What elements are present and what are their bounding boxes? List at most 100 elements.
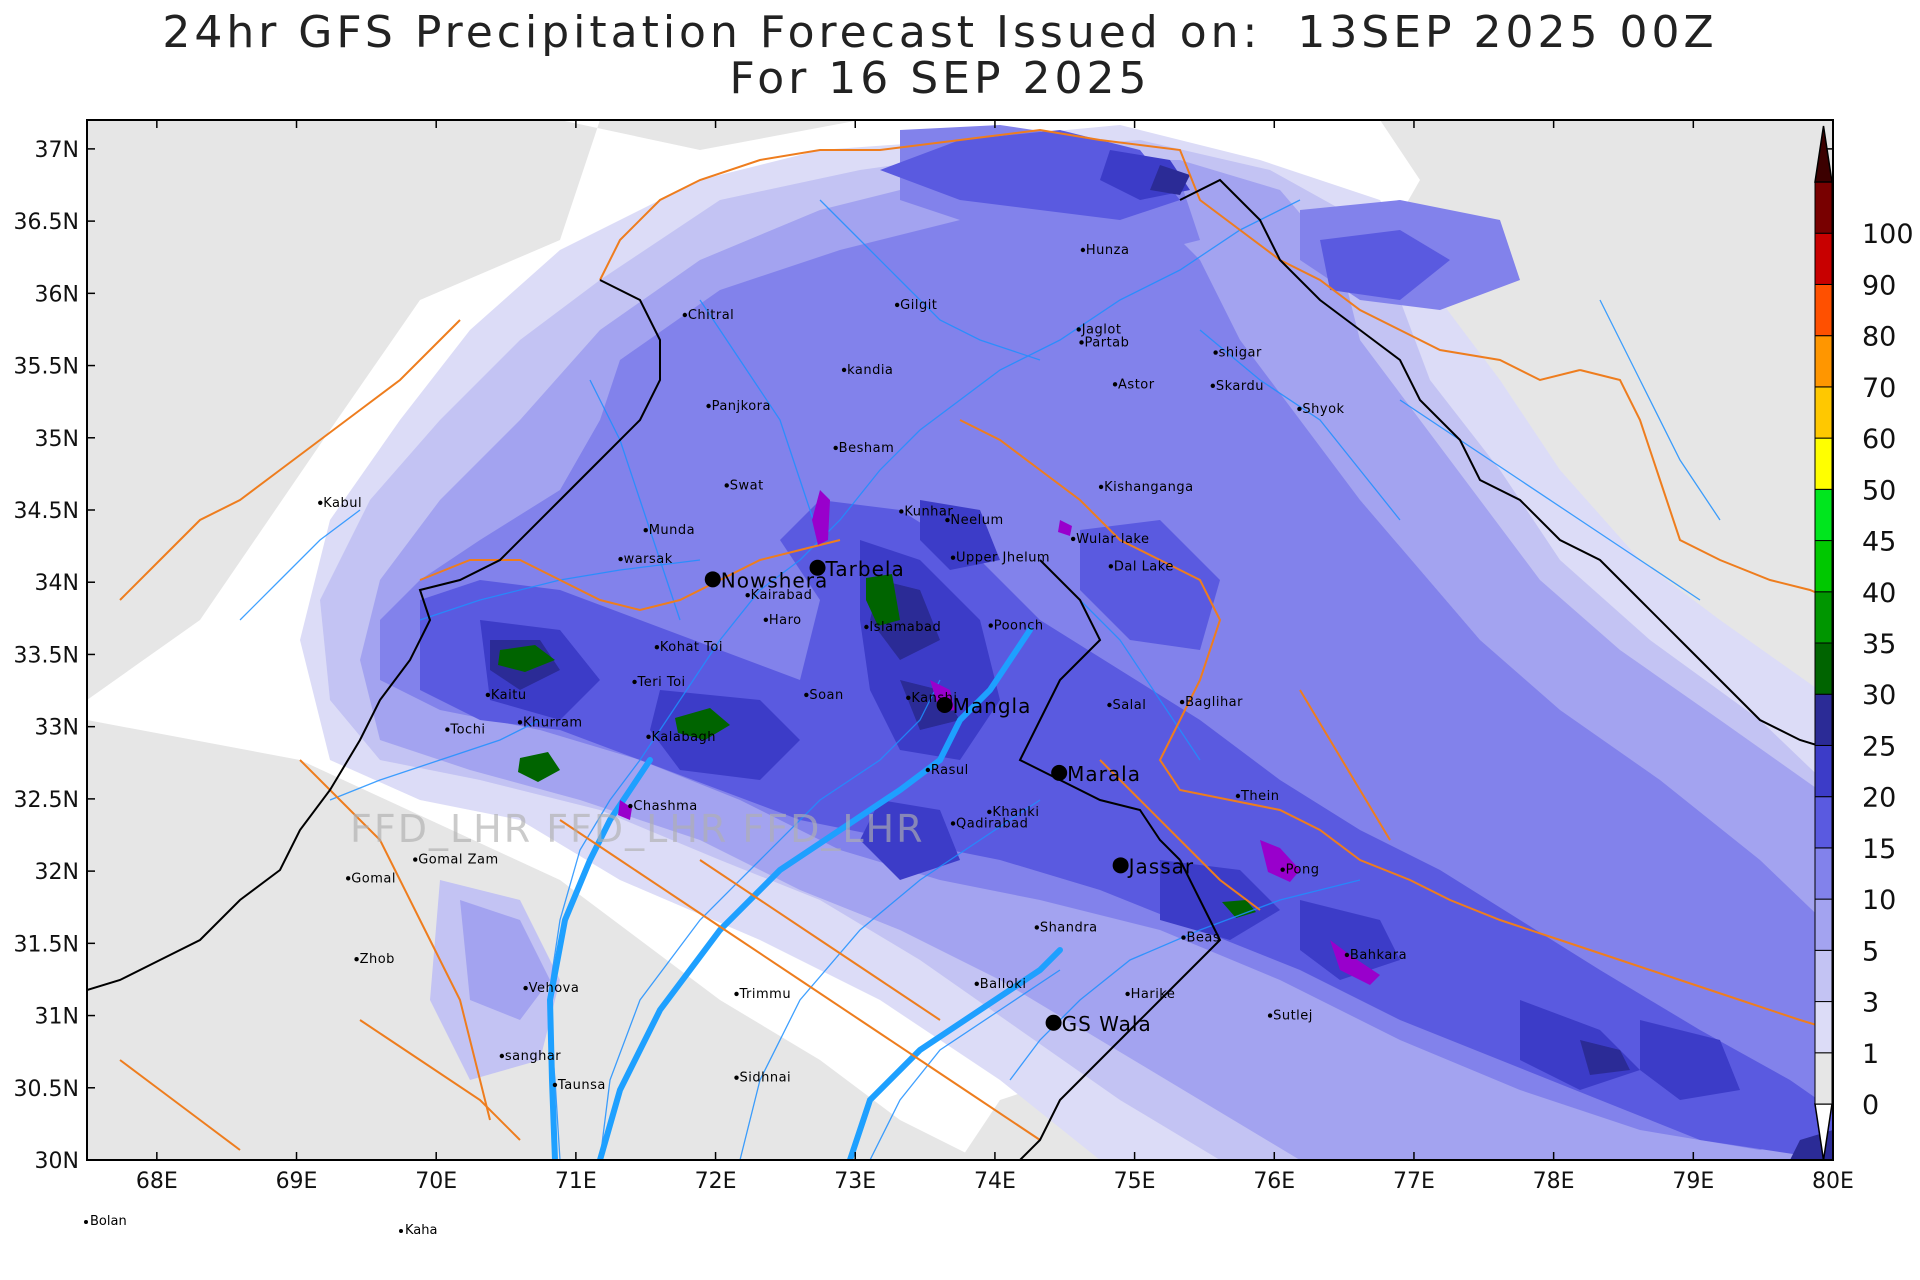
station-marker: [413, 857, 418, 862]
station-marker: [354, 957, 359, 962]
station-label: Poonch: [994, 619, 1044, 634]
colorbar-label: 70: [1862, 373, 1896, 404]
outside-labels: Bolan Kaha: [84, 1214, 437, 1238]
station-marker: [841, 367, 847, 373]
station-label: Panjkora: [712, 399, 771, 414]
lat-label: 35.5N: [14, 355, 79, 380]
bolan-label: Bolan: [90, 1214, 127, 1229]
station-marker: [1297, 406, 1302, 412]
station-marker: [988, 623, 993, 628]
station-label: kandia: [847, 363, 893, 378]
station-marker: [1098, 484, 1104, 490]
colorbar-segment: [1814, 283, 1833, 337]
colorbar-label: 0: [1862, 1090, 1879, 1121]
title-line-2: For 16 SEP 2025: [729, 53, 1151, 104]
station-label: Kabul: [323, 496, 362, 511]
colorbar-over-arrow: [1814, 125, 1833, 183]
lat-label: 33.5N: [14, 643, 79, 668]
station-label: Skardu: [1216, 379, 1264, 394]
colorbar-segment: [1814, 642, 1833, 695]
station-label: Thein: [1240, 789, 1280, 804]
station-marker: [894, 302, 900, 308]
station-marker: [643, 528, 648, 533]
major-station-marker: [1051, 764, 1068, 781]
station-marker: [1280, 867, 1285, 872]
station-marker: [618, 556, 623, 562]
station-marker: [724, 483, 729, 488]
station-label: Munda: [649, 523, 695, 538]
major-station-marker: [1045, 1014, 1062, 1031]
station-label: Sidhnai: [740, 1071, 792, 1086]
station-marker: [945, 517, 950, 523]
station-label: Islamabad: [869, 620, 941, 635]
station-marker: [682, 312, 688, 318]
lat-label: 36.5N: [14, 210, 79, 235]
station-label: Kishanganga: [1104, 480, 1194, 495]
station-marker: [346, 876, 351, 881]
major-station-label: GS Wala: [1062, 1012, 1152, 1036]
station-label: Qadirabad: [956, 816, 1028, 831]
bolan-marker: [84, 1220, 88, 1224]
station-marker: [1344, 952, 1350, 958]
station-label: Jaglot: [1081, 322, 1122, 337]
station-marker: [950, 555, 956, 560]
station-marker: [1267, 1013, 1273, 1018]
station-marker: [318, 500, 323, 505]
station-marker: [445, 727, 450, 732]
lon-label: 69E: [276, 1169, 318, 1194]
station-marker: [987, 809, 992, 815]
colorbar-segment: [1814, 744, 1833, 798]
station-label: Kalabagh: [652, 730, 717, 745]
longitude-axis: 68E 69E 70E 71E 72E 73E 74E 75E 76E 77E 78E 79E 80E: [136, 120, 1854, 1194]
station-marker: [804, 692, 809, 698]
station-label: Wular lake: [1076, 532, 1149, 547]
colorbar-segment: [1814, 181, 1833, 234]
major-station-label: Marala: [1067, 762, 1141, 786]
station-marker: [1210, 383, 1216, 388]
station-label: Bahkara: [1350, 948, 1407, 963]
colorbar-label: 50: [1862, 475, 1896, 506]
station-label: Taunsa: [557, 1078, 606, 1093]
station-label: Swat: [730, 478, 764, 493]
major-rivers: [546, 627, 1063, 1160]
lat-label: 37N: [35, 138, 79, 163]
station-label: Shandra: [1040, 920, 1098, 935]
station-marker: [833, 445, 838, 451]
rivers: [239, 199, 1721, 1160]
lat-label: 32.5N: [14, 788, 79, 813]
lon-label: 77E: [1393, 1169, 1435, 1194]
station-label: Gilgit: [900, 298, 937, 313]
station-marker: [864, 624, 869, 630]
station-label: Kohat Toi: [660, 640, 723, 655]
station-marker: [1108, 564, 1114, 569]
lat-label: 30.5N: [14, 1077, 79, 1102]
station-marker: [1213, 350, 1218, 355]
station-label: Salal: [1112, 698, 1146, 713]
colorbar-label: 30: [1862, 680, 1896, 711]
station-label: Teri Toi: [637, 675, 686, 690]
station-label: sanghar: [505, 1049, 561, 1064]
station-marker: [763, 617, 769, 622]
station-label: Khurram: [523, 715, 583, 730]
precip-band-30: [498, 574, 1256, 918]
station-label: Upper Jhelum: [956, 551, 1050, 566]
lon-label: 80E: [1812, 1169, 1854, 1194]
station-marker: [654, 645, 660, 650]
international-borders: [87, 178, 1833, 1160]
station-marker: [499, 1053, 505, 1059]
station-label: Pong: [1286, 863, 1320, 878]
station-marker: [1107, 702, 1112, 708]
station-marker: [950, 821, 956, 826]
colorbar-label: 45: [1862, 527, 1896, 558]
station-label: Chashma: [633, 799, 697, 814]
chart-title: 24hr GFS Precipitation Forecast Issued o…: [0, 10, 1880, 102]
colorbar-segment: [1814, 1052, 1833, 1105]
major-station-label: Mangla: [953, 694, 1032, 718]
lat-label: 32N: [35, 860, 79, 885]
station-marker: [906, 695, 911, 700]
station-label: Kaitu: [491, 688, 527, 703]
lon-label: 74E: [974, 1169, 1016, 1194]
colorbar-label: 100: [1862, 219, 1914, 250]
